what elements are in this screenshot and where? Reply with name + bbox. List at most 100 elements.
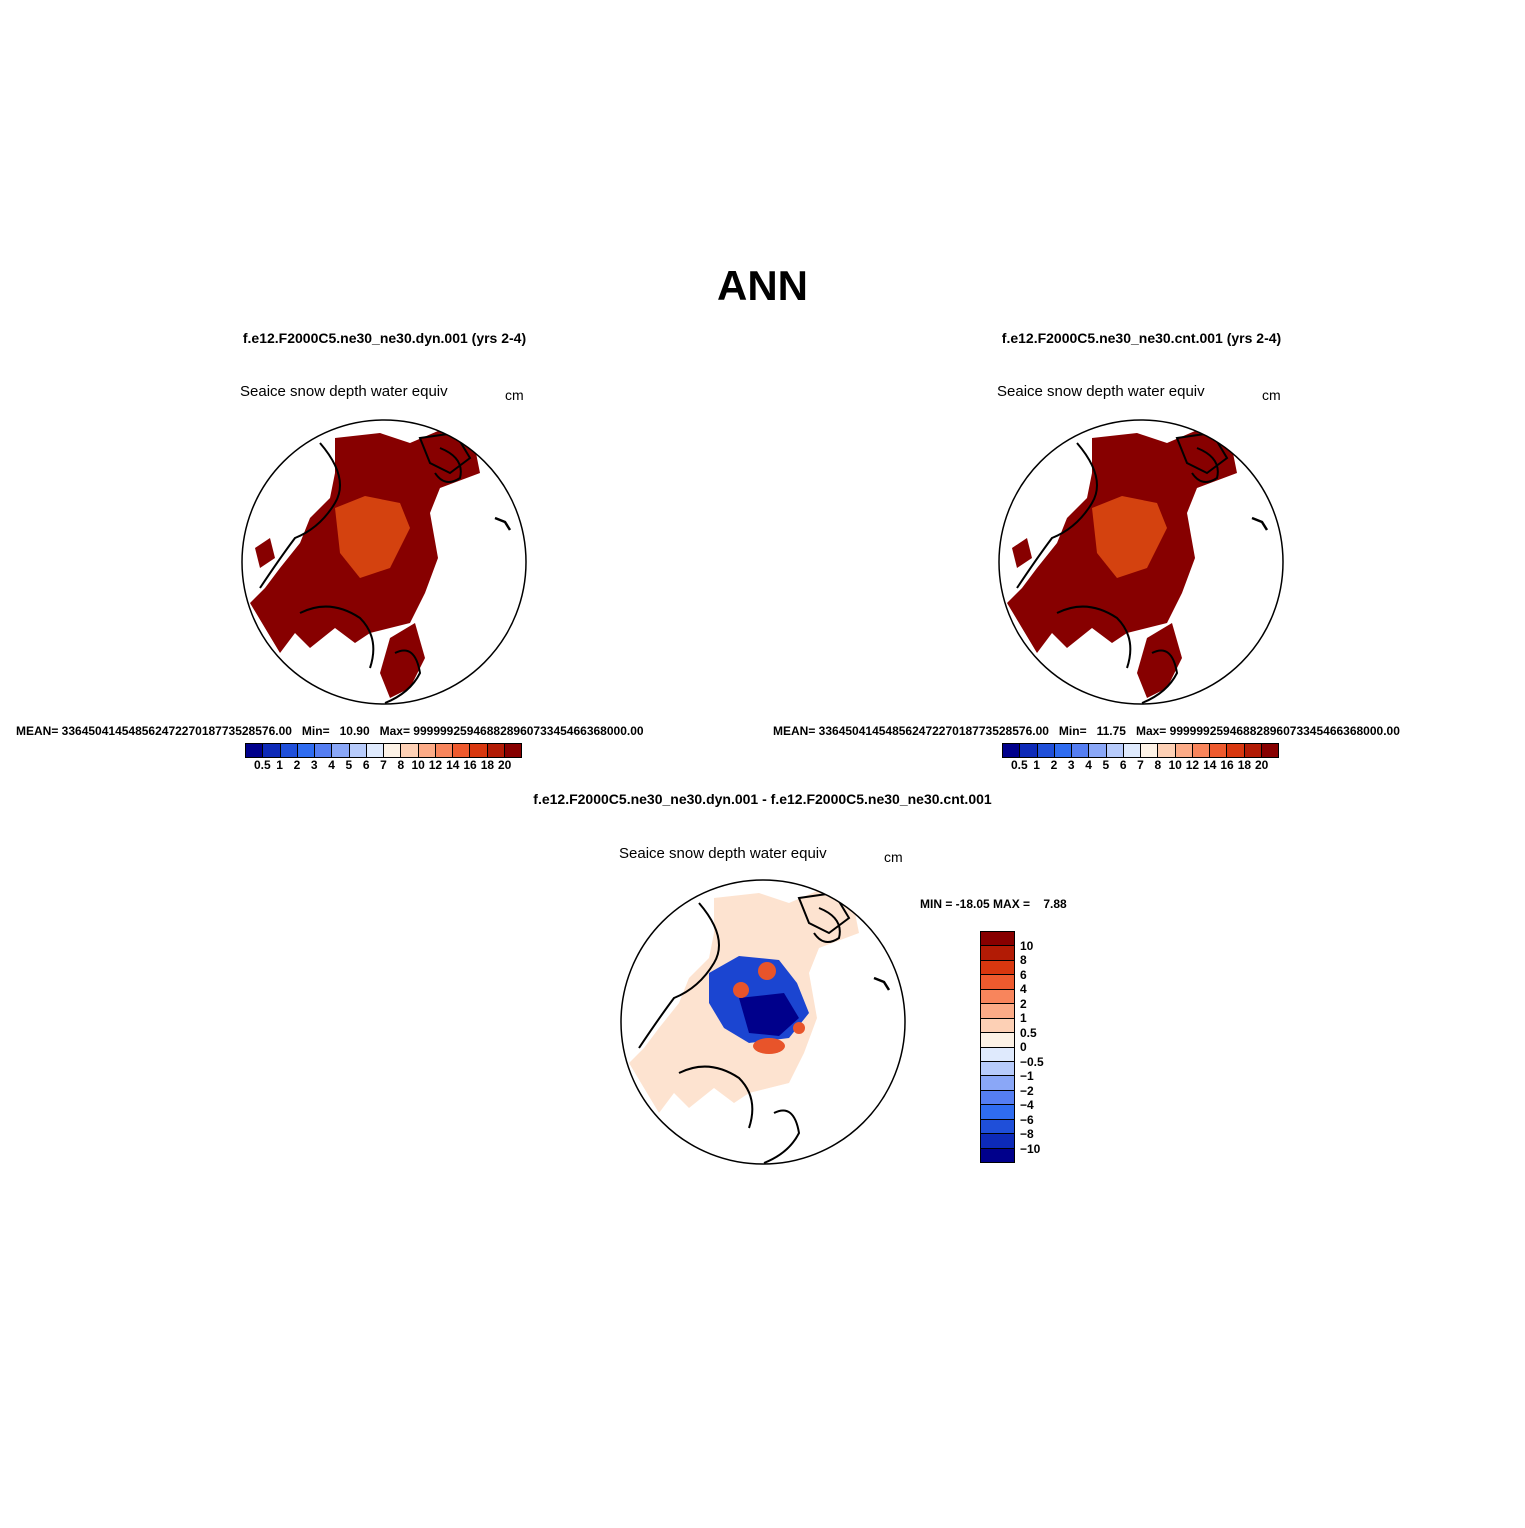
right-units-label: cm xyxy=(1262,387,1281,403)
diff-colorbar-swatch-13 xyxy=(981,1119,1014,1135)
left-land-island xyxy=(494,516,512,531)
right-land-island xyxy=(1251,516,1269,531)
diff-positive-blob-3 xyxy=(753,1038,785,1054)
diff-colorbar-swatch-12 xyxy=(981,1105,1014,1120)
diff-colorbar-tick-label: 1 xyxy=(1020,1011,1027,1025)
left-ice-edge xyxy=(255,538,275,568)
right-ice-bottom xyxy=(1137,623,1182,698)
right-colorbar-swatch-10 xyxy=(1175,744,1193,757)
diff-colorbar-tick-label: −10 xyxy=(1020,1141,1041,1156)
diff-colorbar-tick-label: −2 xyxy=(1020,1083,1034,1098)
diff-map-boundary xyxy=(620,879,906,1165)
right-colorbar-tick-label: 5 xyxy=(1102,758,1110,772)
left-colorbar-swatch-13 xyxy=(470,744,488,757)
right-colorbar-swatch-14 xyxy=(1244,744,1262,757)
right-colorbar-tick-label: 16 xyxy=(1220,758,1234,772)
right-colorbar-tick-label: 18 xyxy=(1237,758,1252,772)
left-colorbar-swatch-15 xyxy=(504,744,521,757)
diff-colorbar-swatch-5 xyxy=(981,1004,1014,1019)
diff-colorbar-swatch-9 xyxy=(981,1061,1014,1077)
diff-colorbar-tick-label: −8 xyxy=(1020,1127,1034,1141)
left-polar-map xyxy=(241,419,527,705)
diff-colorbar-tick-label: −1 xyxy=(1020,1069,1034,1083)
diff-colorbar-swatch-7 xyxy=(981,1033,1014,1048)
diff-colorbar-tick-label: −6 xyxy=(1020,1112,1034,1127)
diff-colorbar-swatch-15 xyxy=(981,1148,1014,1162)
left-colorbar-swatch-8 xyxy=(384,744,402,757)
diff-colorbar-swatch-8 xyxy=(981,1047,1014,1062)
diff-colorbar-tick-label: 8 xyxy=(1020,953,1027,967)
left-colorbar-tick-label: 16 xyxy=(463,758,477,772)
right-map-boundary xyxy=(998,419,1284,705)
right-colorbar-tick-label: 2 xyxy=(1050,758,1058,772)
left-colorbar-tick-label: 20 xyxy=(498,758,512,772)
left-colorbar-swatch-5 xyxy=(332,744,350,757)
left-colorbar-swatch-14 xyxy=(487,744,505,757)
right-colorbar-tick-label: 7 xyxy=(1137,758,1144,772)
diff-case-title: f.e12.F2000C5.ne30_ne30.dyn.001 - f.e12.… xyxy=(533,791,992,807)
left-map-boundary xyxy=(241,419,527,705)
left-variable-label: Seaice snow depth water equiv xyxy=(240,383,448,400)
diff-colorbar-swatch-10 xyxy=(981,1076,1014,1091)
right-colorbar-swatch-12 xyxy=(1210,744,1228,757)
right-colorbar-swatch-15 xyxy=(1261,744,1278,757)
diff-colorbar-swatch-11 xyxy=(981,1090,1014,1106)
left-coastline xyxy=(259,442,462,704)
right-variable-label: Seaice snow depth water equiv xyxy=(997,383,1205,400)
right-colorbar: 0.5 1 2 3 4 5 6 7 8 10 12 14 16 18 20 xyxy=(1002,743,1279,772)
diff-positive-blob-4 xyxy=(793,1022,805,1034)
left-colorbar-swatch-3 xyxy=(297,744,315,757)
right-colorbar-swatch-0 xyxy=(1003,744,1021,757)
left-colorbar-swatch-9 xyxy=(401,744,419,757)
left-colorbar-tick-label: 2 xyxy=(293,758,301,772)
right-stats: MEAN= 33645041454856247227018773528576.0… xyxy=(773,724,1400,738)
right-ice-edge xyxy=(1012,538,1032,568)
right-colorbar-swatch-1 xyxy=(1020,744,1038,757)
left-colorbar-tick-label: 7 xyxy=(380,758,387,772)
right-colorbar-swatch-13 xyxy=(1227,744,1245,757)
left-colorbar-swatch-11 xyxy=(435,744,453,757)
left-stats: MEAN= 33645041454856247227018773528576.0… xyxy=(16,724,644,738)
left-colorbar-swatch-12 xyxy=(453,744,471,757)
right-colorbar-swatch-11 xyxy=(1192,744,1210,757)
left-colorbar-tick-label: 8 xyxy=(397,758,405,772)
left-colorbar-swatch-1 xyxy=(263,744,281,757)
right-colorbar-swatch-6 xyxy=(1106,744,1124,757)
diff-colorbar-swatch-6 xyxy=(981,1018,1014,1034)
diff-colorbar-swatch-4 xyxy=(981,989,1014,1005)
right-colorbar-tick-label: 20 xyxy=(1255,758,1269,772)
diff-colorbar-swatch-0 xyxy=(981,932,1014,947)
left-colorbar-tick-label: 0.5 xyxy=(253,758,271,772)
diff-coastline xyxy=(638,902,841,1164)
right-colorbar-swatch-7 xyxy=(1123,744,1141,757)
left-case-title: f.e12.F2000C5.ne30_ne30.dyn.001 (yrs 2-4… xyxy=(242,330,527,346)
right-coastline xyxy=(1016,442,1219,704)
diff-polar-map xyxy=(620,879,906,1165)
figure-title: ANN xyxy=(717,262,808,309)
diff-units-label: cm xyxy=(884,849,903,865)
diff-colorbar-tick-label: 10 xyxy=(1020,938,1034,953)
right-colorbar-swatch-5 xyxy=(1089,744,1107,757)
left-colorbar-tick-label: 3 xyxy=(310,758,318,772)
right-colorbar-tick-label: 4 xyxy=(1085,758,1092,772)
diff-stats: MIN = -18.05 MAX = 7.88 xyxy=(920,897,1067,911)
diff-colorbar-tick-label: −4 xyxy=(1020,1098,1034,1112)
diff-positive-blob-1 xyxy=(758,962,776,980)
left-colorbar-swatch-2 xyxy=(280,744,298,757)
right-colorbar-swatch-4 xyxy=(1072,744,1090,757)
left-colorbar-tick-label: 10 xyxy=(411,758,425,772)
diff-colorbar-swatch-2 xyxy=(981,960,1014,976)
left-colorbar-tick-label: 1 xyxy=(276,758,283,772)
left-ice-core xyxy=(335,496,410,578)
diff-colorbar-tick-label: 2 xyxy=(1020,996,1027,1011)
diff-colorbar-labels: 10 8 6 4 2 1 0.5 0 −0.5 −1 −2 −4 −6 −8 −10 xyxy=(1020,931,1080,1163)
left-colorbar-swatch-7 xyxy=(366,744,384,757)
left-colorbar-tick-label: 12 xyxy=(428,758,443,772)
left-units-label: cm xyxy=(505,387,524,403)
right-colorbar-swatch-8 xyxy=(1141,744,1159,757)
left-colorbar-swatch-0 xyxy=(246,744,264,757)
diff-colorbar xyxy=(980,931,1015,1163)
diff-colorbar-tick-label: 4 xyxy=(1020,982,1027,996)
diff-colorbar-swatch-1 xyxy=(981,946,1014,961)
left-colorbar-tick-label: 18 xyxy=(480,758,495,772)
